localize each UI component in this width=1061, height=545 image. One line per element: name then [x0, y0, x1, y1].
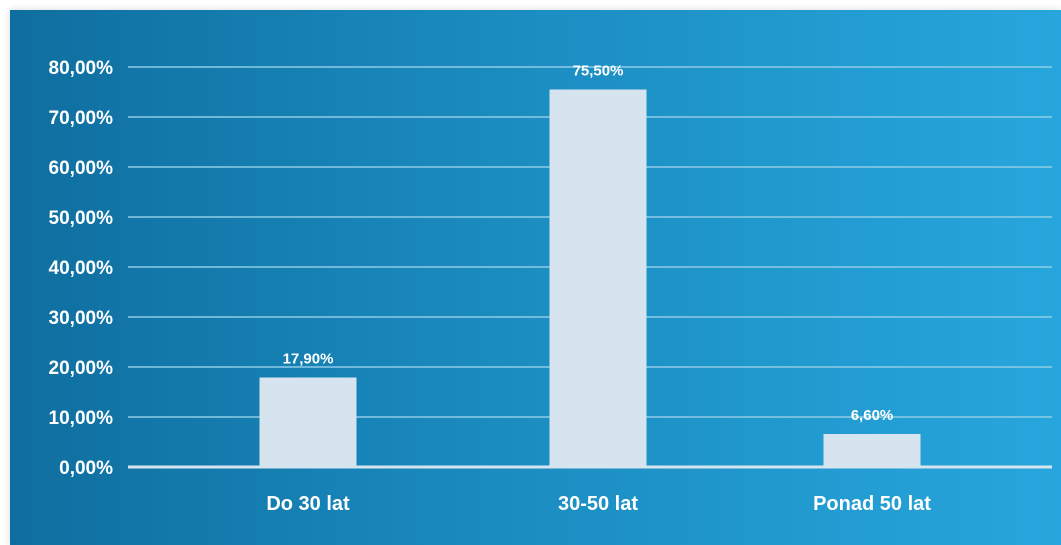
bar-2: [823, 434, 921, 467]
x-axis-category-labels: Do 30 lat 30-50 lat Ponad 50 lat: [266, 493, 931, 515]
y-axis-tick-labels: 0,00% 10,00% 20,00% 30,00% 40,00% 50,00% 60,00…: [49, 58, 114, 479]
data-label: 17,90%: [283, 351, 334, 368]
y-tick-label: 80,00%: [49, 58, 114, 79]
bar-1: [549, 89, 647, 467]
y-tick-label: 20,00%: [49, 358, 114, 379]
data-label: 75,50%: [573, 63, 624, 80]
data-labels: 17,90% 75,50% 6,60%: [283, 63, 894, 425]
y-tick-label: 10,00%: [49, 408, 114, 429]
y-tick-label: 40,00%: [49, 258, 114, 279]
y-tick-label: 60,00%: [49, 158, 114, 179]
category-label: 30-50 lat: [558, 493, 638, 515]
bar-0: [259, 377, 357, 467]
y-tick-label: 30,00%: [49, 308, 114, 329]
bars: [259, 89, 921, 467]
y-tick-label: 70,00%: [49, 108, 114, 129]
category-label: Ponad 50 lat: [813, 493, 931, 515]
y-tick-label: 50,00%: [49, 208, 114, 229]
y-tick-label: 0,00%: [59, 458, 113, 479]
category-label: Do 30 lat: [266, 493, 350, 515]
data-label: 6,60%: [851, 407, 894, 424]
